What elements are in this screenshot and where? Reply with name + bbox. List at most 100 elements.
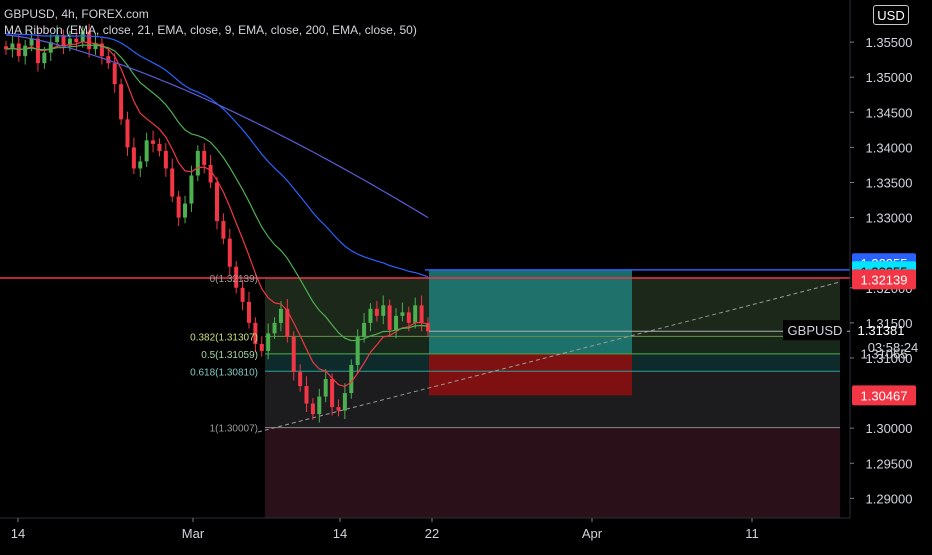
candle-body xyxy=(119,84,124,120)
candle-body xyxy=(202,150,207,165)
candle-body xyxy=(259,343,264,351)
candle-body xyxy=(67,38,72,46)
trend-line xyxy=(257,281,841,433)
time-tick-label: Mar xyxy=(182,526,205,541)
candle-body xyxy=(138,161,143,169)
candle-body xyxy=(170,168,175,197)
candle-body xyxy=(240,287,245,302)
currency-button[interactable]: USD xyxy=(873,5,909,25)
fib-label-0.382: 0.382(1.31307) xyxy=(190,332,258,343)
ema-21-line xyxy=(5,44,429,342)
position-target-zone xyxy=(429,269,632,354)
indicator-title[interactable]: MA Ribbon (EMA, close, 21, EMA, close, 9… xyxy=(4,23,417,37)
price-badge-resistance: 1.32139 xyxy=(852,269,916,290)
candles xyxy=(4,23,430,423)
time-tick-label: 14 xyxy=(333,526,347,541)
price-tick-label: 1.29500 xyxy=(866,456,913,471)
price-tick-label: 1.35000 xyxy=(866,70,913,85)
candle-body xyxy=(144,140,149,162)
candle-body xyxy=(246,301,251,323)
price-tick-label: 1.31000 xyxy=(866,351,913,366)
price-countdown: 03:58:24 xyxy=(868,340,919,355)
candle-body xyxy=(394,315,399,330)
candle-body xyxy=(266,333,271,351)
price-tick-label: 1.35500 xyxy=(866,35,913,50)
price-badge-last: 1.31381 xyxy=(858,323,905,338)
candle-body xyxy=(87,31,92,50)
candle-body xyxy=(227,238,232,267)
candle-body xyxy=(99,43,104,57)
candle-body xyxy=(253,322,258,344)
price-tick-label: 1.33500 xyxy=(866,175,913,190)
fib-zone-1 xyxy=(265,427,840,518)
candle-body xyxy=(42,52,47,64)
candle-body xyxy=(189,175,194,204)
candle-body xyxy=(278,308,283,323)
indicator-line[interactable]: MA Ribbon (EMA, close, 21, EMA, close, 9… xyxy=(4,22,417,38)
candle-body xyxy=(29,38,34,46)
fib-label-0.5: 0.5(1.31059) xyxy=(201,350,258,361)
candle-body xyxy=(304,386,309,404)
fib-label-1: 1(1.30007) xyxy=(210,424,258,435)
candle-body xyxy=(112,63,117,85)
candle-body xyxy=(336,407,341,411)
candle-body xyxy=(234,266,239,288)
candle-body xyxy=(10,43,15,50)
symbol-title[interactable]: GBPUSD, 4h, FOREX.com xyxy=(4,7,149,21)
candle-body xyxy=(285,308,290,337)
candle-body xyxy=(362,322,367,337)
candle-body xyxy=(23,45,28,57)
candle-body xyxy=(131,147,136,169)
candle-body xyxy=(374,308,379,316)
candle-body xyxy=(4,46,8,50)
time-tick-label: 22 xyxy=(425,526,439,541)
price-tick-label: 1.34000 xyxy=(866,140,913,155)
candle-body xyxy=(215,182,219,222)
price-badge-entry: 1.31065 xyxy=(861,346,908,361)
candle-body xyxy=(317,396,322,415)
candle-body xyxy=(406,312,411,323)
symbol-tag-bg xyxy=(783,320,847,341)
candle-body xyxy=(291,336,296,373)
time-tick-label: 14 xyxy=(11,526,25,541)
price-badge-stop-text: 1.30467 xyxy=(861,388,908,403)
price-tick-label: 1.34500 xyxy=(866,105,913,120)
candle-body xyxy=(163,150,168,169)
candle-body xyxy=(195,150,200,176)
candle-body xyxy=(310,403,315,415)
ema-200-line xyxy=(5,34,429,219)
candle-body xyxy=(35,38,40,64)
candle-body xyxy=(151,140,156,144)
price-tick-label: 1.31500 xyxy=(866,316,913,331)
candle-body xyxy=(298,372,303,387)
candle-body xyxy=(323,379,328,397)
candle-body xyxy=(55,35,60,43)
candle-body xyxy=(419,305,424,323)
candle-body xyxy=(426,322,430,332)
price-badge-stop-bg xyxy=(852,385,916,406)
symbol-line[interactable]: GBPUSD, 4h, FOREX.com xyxy=(4,6,417,22)
chart-legend: GBPUSD, 4h, FOREX.com MA Ribbon (EMA, cl… xyxy=(4,6,417,38)
price-tick-label: 1.33000 xyxy=(866,211,913,226)
price-tick-label: 1.30000 xyxy=(866,421,913,436)
candle-body xyxy=(272,322,277,334)
candle-body xyxy=(48,42,53,53)
symbol-tag-text: GBPUSD xyxy=(788,323,843,338)
candle-body xyxy=(381,305,386,316)
candle-body xyxy=(74,38,79,43)
time-tick-label: 11 xyxy=(745,526,759,541)
price-badge-resistance-bg xyxy=(852,269,916,290)
candle-body xyxy=(125,119,130,148)
fib-label-0: 0(1.32139) xyxy=(210,274,258,285)
price-badge-stop: 1.30467 xyxy=(852,385,916,406)
position-stop-zone xyxy=(429,353,632,396)
candle-body xyxy=(413,305,418,323)
candle-body xyxy=(208,164,213,183)
candle-body xyxy=(368,308,373,323)
candle-body xyxy=(355,336,360,365)
candle-body xyxy=(387,305,392,330)
candle-body xyxy=(157,143,162,151)
symbol-tag: GBPUSD xyxy=(783,320,847,341)
